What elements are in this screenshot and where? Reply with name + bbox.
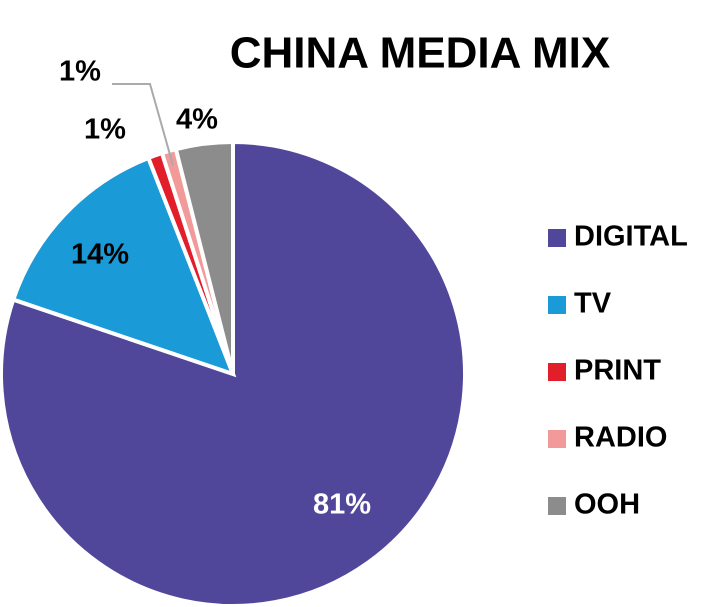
leader-line xyxy=(112,83,175,166)
data-label: 1% xyxy=(59,56,101,88)
data-label: 4% xyxy=(176,104,218,136)
pie-slice xyxy=(173,139,235,375)
pie-slice xyxy=(10,155,237,378)
legend-label: DIGITAL xyxy=(574,221,688,253)
chart-title: CHINA MEDIA MIX xyxy=(230,29,611,78)
data-label: 1% xyxy=(84,114,126,146)
legend-label: RADIO xyxy=(574,422,667,454)
pie-slice xyxy=(0,139,467,607)
legend-label: OOH xyxy=(574,489,640,521)
legend-label: PRINT xyxy=(574,355,661,387)
legend-swatch xyxy=(548,296,566,314)
data-label: 14% xyxy=(71,239,129,271)
legend-swatch xyxy=(548,430,566,448)
data-label: 81% xyxy=(313,489,371,521)
legend-swatch xyxy=(548,229,566,247)
legend-swatch xyxy=(548,497,566,515)
legend-swatch xyxy=(548,363,566,381)
legend-label: TV xyxy=(574,288,612,320)
